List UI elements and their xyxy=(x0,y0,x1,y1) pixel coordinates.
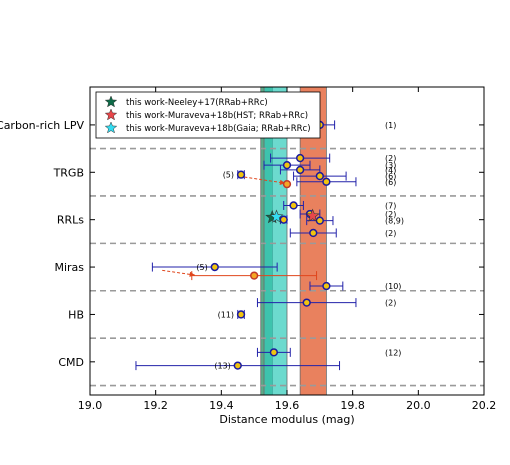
x-axis: 19.0 19.2 19.4 19.6 19.8 20.0 20.2 xyxy=(78,87,497,412)
arrow-head-1 xyxy=(279,179,286,185)
legend-box xyxy=(95,91,321,139)
reference-label-17: (2) xyxy=(385,299,396,308)
arrow-layer xyxy=(162,176,286,277)
reference-label-18: (11) xyxy=(218,310,234,319)
reference-label-9: (7) xyxy=(385,201,396,210)
data-point-6 xyxy=(322,177,331,186)
category-label-1: Carbon-rich LPV xyxy=(0,119,84,132)
legend-star-3 xyxy=(104,121,118,134)
reference-label-3: (3) xyxy=(385,161,396,170)
data-point-20 xyxy=(233,361,242,370)
data-point-18 xyxy=(236,310,246,319)
reference-label-6: (6) xyxy=(385,178,396,187)
data-point-15 xyxy=(250,271,259,280)
data-point-19 xyxy=(269,348,279,357)
reference-label-1: (1) xyxy=(385,121,396,130)
reference-label-4: (4) xyxy=(385,166,396,175)
legend-star-2 xyxy=(104,108,118,121)
reference-label-20: (13) xyxy=(214,362,230,371)
legend: this work-Neeley+17(RRab+RRc) this work-M… xyxy=(95,91,321,139)
x-tick-label-3: 19.4 xyxy=(209,399,234,412)
data-point-2 xyxy=(295,153,305,163)
legend-label-2: this work-Muraveva+18b(HST; RRab+RRc) xyxy=(126,111,308,121)
reference-label-5: (6) xyxy=(385,172,396,181)
arrow-line-2 xyxy=(162,269,196,276)
data-point-12 xyxy=(309,228,318,238)
data-point-17 xyxy=(302,298,311,307)
x-axis-title: Distance modulus (mag) xyxy=(219,413,354,426)
reference-label-10: (2) xyxy=(385,210,396,219)
reference-label-11: (8,9) xyxy=(385,217,404,226)
y-axis: Carbon-rich LPV TRGB RRLs Miras HB CMD xyxy=(0,119,484,369)
x-tick-label-1: 19.0 xyxy=(78,399,103,412)
reference-label-16: (10) xyxy=(385,282,401,291)
data-point-11 xyxy=(315,216,324,225)
data-point-14 xyxy=(210,262,219,272)
legend-label-3: this work-Muraveva+18b(Gaia; RRab+RRc) xyxy=(126,124,311,134)
star-marker-3 xyxy=(269,209,284,223)
category-label-5: HB xyxy=(68,308,84,321)
reference-label-12: (2) xyxy=(385,229,396,238)
reference-label-14: (5) xyxy=(196,263,207,272)
star-marker-2 xyxy=(305,208,320,222)
x-tick-label-7: 20.2 xyxy=(472,399,497,412)
data-point-3 xyxy=(282,161,292,170)
x-tick-label-6: 20.0 xyxy=(406,399,431,412)
arrow-head-2 xyxy=(189,271,196,277)
category-label-3: RRLs xyxy=(57,214,84,227)
data-point-16 xyxy=(322,281,331,291)
reference-label-7: (5) xyxy=(223,171,234,180)
x-tick-label-2: 19.2 xyxy=(143,399,168,412)
category-label-4: Miras xyxy=(54,261,84,274)
legend-star-1 xyxy=(104,95,118,108)
arrow-line-1 xyxy=(244,176,286,184)
separator-layer xyxy=(90,147,484,387)
legend-label-1: this work-Neeley+17(RRab+RRc) xyxy=(126,98,268,108)
data-point-5 xyxy=(315,171,324,181)
reference-label-layer: (1)(2)(3)(4)(6)(6)(5)(7)(2)(8,9)(2)(5)(1… xyxy=(196,121,404,371)
x-tick-label-4: 19.6 xyxy=(275,399,300,412)
data-point-13 xyxy=(279,215,288,224)
data-point-9 xyxy=(289,201,298,210)
data-point-4 xyxy=(295,165,305,175)
reference-label-19: (12) xyxy=(385,348,401,357)
x-tick-label-5: 19.8 xyxy=(340,399,365,412)
data-point-7 xyxy=(236,170,246,179)
category-label-6: CMD xyxy=(58,356,84,369)
category-label-2: TRGB xyxy=(53,166,84,179)
data-point-8 xyxy=(282,179,292,189)
reference-label-2: (2) xyxy=(385,154,396,163)
